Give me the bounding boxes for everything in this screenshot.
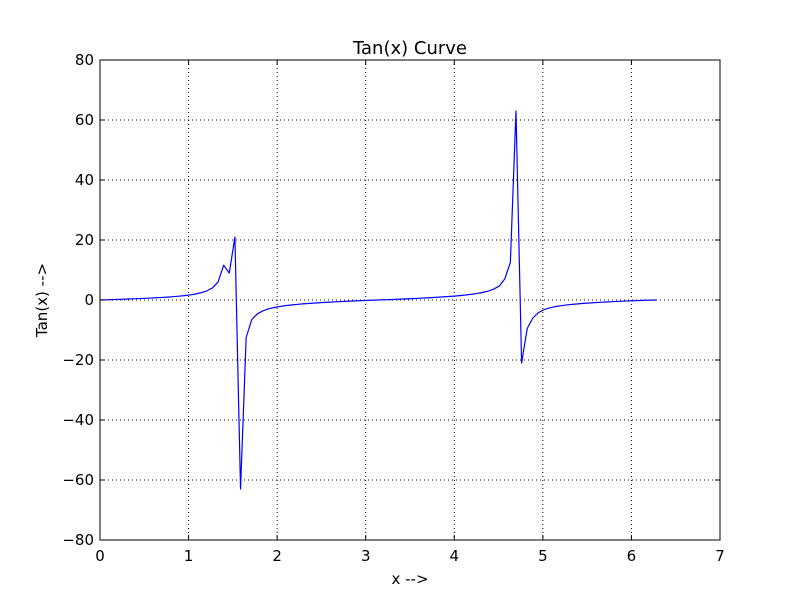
tick-marks	[99, 59, 721, 541]
series-layer	[99, 110, 657, 490]
y-axis-label: Tan(x) -->	[33, 263, 51, 338]
x-tick-labels: 0 1 2 3 4 5 6 7	[95, 547, 725, 565]
y-tick-label: −40	[62, 411, 94, 429]
x-tick-label: 0	[95, 547, 105, 565]
x-axis-label: x -->	[391, 570, 428, 588]
y-tick-label: 60	[75, 111, 94, 129]
chart-title: Tan(x) Curve	[352, 38, 467, 59]
x-tick-label: 3	[361, 547, 371, 565]
y-tick-label: 20	[75, 231, 94, 249]
x-tick-label: 4	[450, 547, 460, 565]
x-tick-label: 5	[538, 547, 548, 565]
x-tick-label: 1	[184, 547, 194, 565]
y-tick-label: −60	[62, 471, 94, 489]
y-tick-label: 40	[75, 171, 94, 189]
grid-lines	[100, 60, 720, 540]
y-tick-labels: −80 −60 −40 −20 0 20 40 60 80	[62, 51, 94, 549]
x-tick-label: 7	[715, 547, 725, 565]
x-tick-label: 2	[272, 547, 282, 565]
tan-series-line	[99, 110, 657, 490]
y-tick-label: −20	[62, 351, 94, 369]
y-tick-label: −80	[62, 531, 94, 549]
y-tick-label: 0	[84, 291, 94, 309]
y-tick-label: 80	[75, 51, 94, 69]
x-tick-label: 6	[627, 547, 637, 565]
